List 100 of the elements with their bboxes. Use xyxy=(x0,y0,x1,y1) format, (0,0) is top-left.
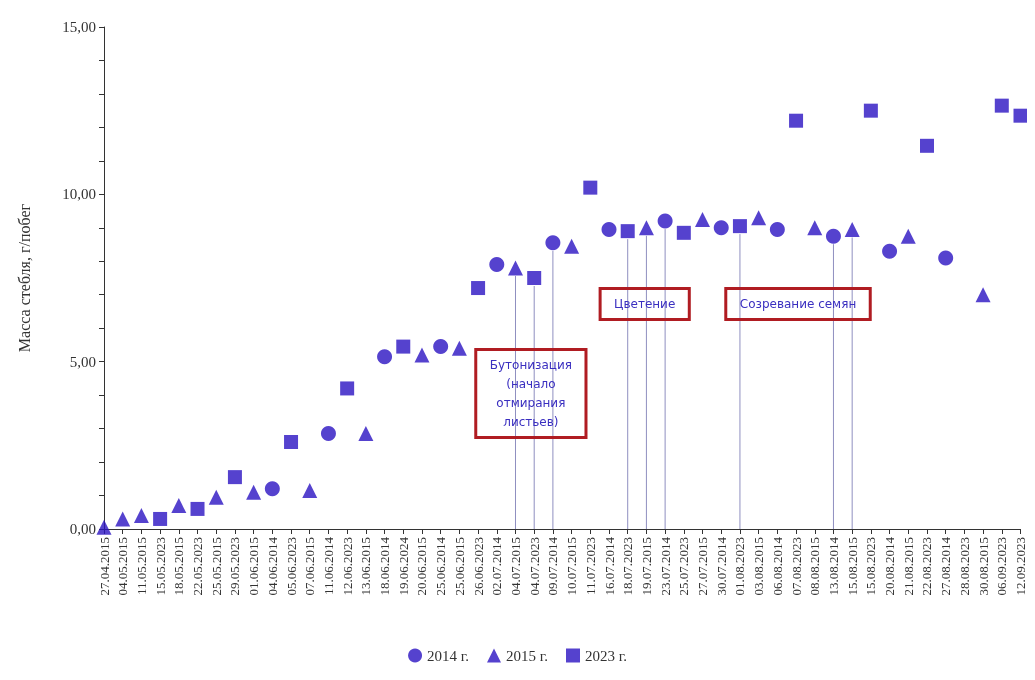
x-tick-label: 03.08.2015 xyxy=(751,537,767,596)
x-tick-label: 12.09.2023 xyxy=(1013,537,1028,596)
x-tick-label: 06.09.2023 xyxy=(994,537,1010,596)
x-tick-label: 10.07.2015 xyxy=(564,537,580,596)
x-tick-label: 22.05.2023 xyxy=(190,537,206,596)
x-tick-label: 15.08.2015 xyxy=(844,537,860,596)
point xyxy=(564,238,580,254)
y-tick-label: 0,00 xyxy=(69,521,96,537)
point xyxy=(789,113,804,128)
legend-label: 2015 г. xyxy=(506,647,548,664)
x-tick-label: 13.08.2014 xyxy=(825,536,841,596)
point xyxy=(919,138,934,153)
point xyxy=(695,211,711,227)
x-tick-label: 26.06.2023 xyxy=(470,537,486,596)
point xyxy=(96,519,112,535)
point xyxy=(638,220,654,236)
point xyxy=(825,228,841,244)
point xyxy=(938,250,954,266)
x-tick-label: 11.07.2023 xyxy=(582,537,598,596)
point xyxy=(133,508,149,524)
x-tick-label: 04.07.2015 xyxy=(507,537,523,596)
point xyxy=(807,220,823,236)
point xyxy=(358,426,374,442)
point xyxy=(844,221,860,237)
x-tick-label: 05.06.2023 xyxy=(283,537,299,596)
point xyxy=(527,271,542,285)
point xyxy=(471,281,486,296)
point xyxy=(863,103,878,118)
x-tick-label: 04.07.2023 xyxy=(526,537,542,596)
x-tick-label: 27.04.2015 xyxy=(96,537,112,596)
x-tick-label: 20.08.2014 xyxy=(882,536,898,596)
annotation: Бутонизация (начало отмирания листьев) xyxy=(489,357,572,429)
x-tick-label: 11.05.2015 xyxy=(133,537,149,596)
x-tick-label: 18.07.2023 xyxy=(620,537,636,596)
x-tick-label: 25.05.2015 xyxy=(208,537,224,596)
x-tick-label: 06.08.2014 xyxy=(769,536,785,596)
x-tick-label: 29.05.2023 xyxy=(227,537,243,596)
x-tick-label: 21.08.2015 xyxy=(900,537,916,596)
x-tick-label: 30.08.2015 xyxy=(975,537,991,596)
annotation: Созревание семян xyxy=(739,297,857,312)
annotation: Цветение xyxy=(614,297,676,312)
x-tick-label: 22.08.2023 xyxy=(919,537,935,596)
x-tick-label: 07.08.2023 xyxy=(788,537,804,596)
x-tick-label: 15.08.2023 xyxy=(863,537,879,596)
point xyxy=(1013,108,1027,123)
point xyxy=(676,225,691,240)
x-tick-label: 25.06.2014 xyxy=(433,536,449,596)
point xyxy=(433,339,449,355)
x-tick-label: 18.06.2014 xyxy=(377,536,393,596)
x-tick-label: 16.07.2014 xyxy=(601,536,617,596)
point xyxy=(975,287,991,303)
point xyxy=(769,221,785,237)
x-tick-label: 01.08.2023 xyxy=(732,537,748,596)
point xyxy=(507,260,523,276)
point xyxy=(414,347,430,363)
point xyxy=(620,224,635,239)
point xyxy=(171,498,187,514)
x-tick-label: 08.08.2015 xyxy=(807,537,823,596)
x-tick-label: 12.06.2023 xyxy=(339,537,355,596)
x-tick-label: 09.07.2014 xyxy=(545,536,561,596)
x-tick-label: 15.05.2023 xyxy=(152,537,168,596)
point xyxy=(489,257,505,273)
point xyxy=(583,180,598,195)
x-tick-label: 23.07.2014 xyxy=(657,536,673,596)
point xyxy=(115,511,131,527)
x-tick-label: 28.08.2023 xyxy=(956,537,972,596)
y-tick-label: 5,00 xyxy=(69,353,96,370)
point xyxy=(545,235,561,251)
point xyxy=(451,340,467,356)
x-tick-label: 07.06.2015 xyxy=(302,537,318,596)
x-tick-label: 19.07.2015 xyxy=(638,537,654,596)
x-tick-label: 30.07.2014 xyxy=(713,536,729,596)
point xyxy=(900,228,916,244)
point xyxy=(882,243,898,259)
point xyxy=(994,98,1009,113)
point xyxy=(396,339,411,354)
x-tick-label: 19.06.2024 xyxy=(395,536,411,596)
point xyxy=(284,434,299,449)
point xyxy=(302,483,318,499)
point xyxy=(208,489,224,505)
x-tick-label: 01.06.2015 xyxy=(246,537,262,596)
x-tick-label: 27.08.2014 xyxy=(938,536,954,596)
x-tick-label: 25.06.2015 xyxy=(451,537,467,596)
point xyxy=(246,484,262,500)
point xyxy=(227,470,242,485)
point xyxy=(264,481,280,497)
y-axis-title: Масса стебля, г/побег xyxy=(15,203,33,353)
y-tick-label: 10,00 xyxy=(62,186,96,203)
point xyxy=(751,210,767,226)
point xyxy=(377,349,393,365)
point xyxy=(713,220,729,236)
point xyxy=(657,213,673,229)
x-tick-label: 27.07.2015 xyxy=(695,537,711,596)
point xyxy=(601,221,617,237)
legend-label: 2014 г. xyxy=(427,647,470,664)
x-tick-label: 20.06.2015 xyxy=(414,537,430,596)
point xyxy=(153,511,168,526)
legend-label: 2023 г. xyxy=(584,647,627,664)
x-tick-label: 04.06.2014 xyxy=(264,536,280,596)
point xyxy=(732,219,747,234)
